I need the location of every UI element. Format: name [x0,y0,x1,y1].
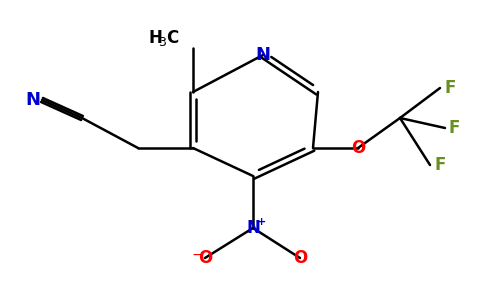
Text: C: C [166,29,178,47]
Text: F: F [449,119,460,137]
Text: 3: 3 [158,37,166,50]
Text: N: N [25,91,40,109]
Text: F: F [434,156,445,174]
Text: O: O [351,139,365,157]
Text: N: N [246,219,260,237]
Text: H: H [148,29,162,47]
Text: F: F [444,79,455,97]
Text: +: + [257,217,267,227]
Text: −: − [191,248,203,262]
Text: N: N [256,46,271,64]
Text: O: O [293,249,307,267]
Text: O: O [198,249,212,267]
